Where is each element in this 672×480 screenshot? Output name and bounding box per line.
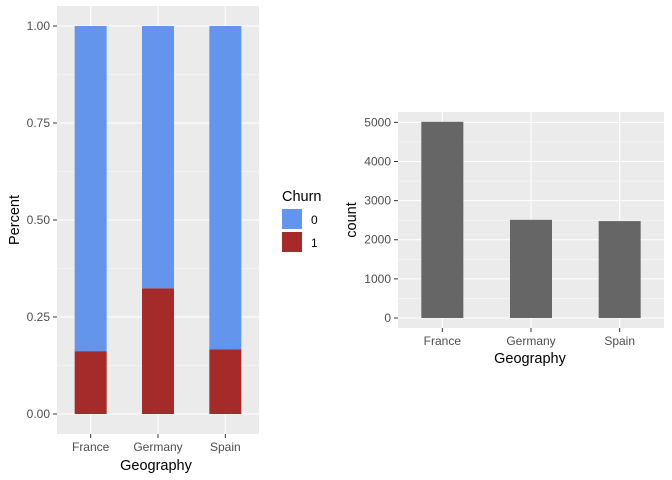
bar-spain-churn-0: [209, 26, 242, 350]
x-tick-label: France: [72, 440, 110, 454]
y-axis-title: count: [344, 202, 360, 237]
x-axis-ticks: France Germany Spain: [424, 328, 635, 348]
bar-spain: [598, 221, 641, 318]
bar-france: [421, 121, 464, 318]
bar-spain-churn-1: [209, 349, 242, 414]
bar-germany: [510, 219, 552, 318]
y-tick-label: 1.00: [27, 19, 51, 33]
x-axis-title: Geography: [494, 351, 566, 367]
bar-germany-churn-0: [142, 26, 174, 289]
y-tick-label: 5000: [364, 115, 391, 129]
x-tick-label: Germany: [133, 440, 182, 454]
x-axis-ticks: France Germany Spain: [72, 434, 241, 454]
y-tick-label: 0.50: [27, 213, 51, 227]
bars: [74, 26, 242, 414]
y-tick-label: 0.75: [27, 116, 51, 130]
count-bar-chart: 0 1000 2000 3000 4000 5000 France Germany Spain…: [344, 112, 664, 367]
legend-key-1: [282, 232, 302, 252]
legend-label-1: 1: [311, 236, 318, 250]
stacked-percent-chart: 0.000.250.500.751.00 France Germany Spain …: [7, 6, 259, 474]
legend: Churn 0 1: [282, 189, 322, 252]
y-tick-label: 4000: [364, 154, 391, 168]
y-axis-title: Percent: [7, 195, 23, 245]
bars: [421, 121, 641, 318]
y-axis-ticks: 0 1000 2000 3000 4000 5000: [364, 115, 398, 325]
y-tick-label: 0: [384, 311, 391, 325]
y-tick-label: 1000: [364, 272, 391, 286]
y-axis-ticks: 0.00 0.25 0.50 0.75 1.00: [27, 19, 57, 421]
x-tick-label: France: [424, 334, 462, 348]
y-tick-label: 0.25: [27, 310, 51, 324]
y-tick-label: 3000: [364, 194, 391, 208]
legend-title: Churn: [282, 189, 322, 205]
legend-label-0: 0: [311, 213, 318, 227]
x-tick-label: Spain: [604, 334, 635, 348]
bar-france-churn-0: [74, 26, 107, 352]
x-tick-label: Spain: [210, 440, 241, 454]
x-tick-label: Germany: [506, 334, 555, 348]
x-axis-title: Geography: [120, 458, 192, 474]
y-tick-label: 2000: [364, 233, 391, 247]
legend-key-0: [282, 209, 302, 229]
bar-france-churn-1: [74, 351, 107, 414]
y-tick-label: 0.00: [27, 407, 51, 421]
bar-germany-churn-1: [142, 288, 174, 414]
